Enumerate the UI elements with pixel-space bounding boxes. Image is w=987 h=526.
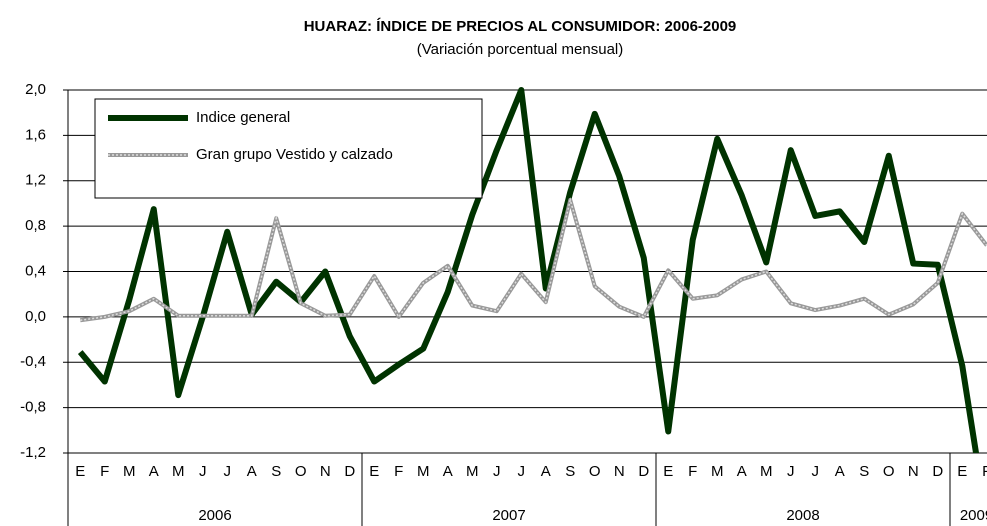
x-tick-label: M xyxy=(417,463,430,480)
x-tick-label: A xyxy=(835,463,845,480)
y-tick-label: -0,8 xyxy=(20,399,46,416)
x-tick-label: E xyxy=(369,463,379,480)
x-tick-label: M xyxy=(760,463,773,480)
x-tick-label: E xyxy=(663,463,673,480)
y-tick-label: -1,2 xyxy=(20,444,46,461)
x-tick-label: E xyxy=(957,463,967,480)
x-tick-label: O xyxy=(883,463,895,480)
x-tick-label: F xyxy=(394,463,403,480)
x-tick-label: A xyxy=(443,463,453,480)
year-label: 2007 xyxy=(492,507,525,524)
x-tick-label: S xyxy=(271,463,281,480)
x-tick-label: A xyxy=(541,463,551,480)
chart-title: HUARAZ: ÍNDICE DE PRECIOS AL CONSUMIDOR:… xyxy=(304,18,737,35)
x-tick-label: N xyxy=(614,463,625,480)
year-label: 2009 xyxy=(960,507,987,524)
x-tick-label: F xyxy=(982,463,987,480)
x-tick-label: N xyxy=(320,463,331,480)
x-tick-label: J xyxy=(787,463,795,480)
legend-label: Indice general xyxy=(196,109,290,126)
y-tick-label: 2,0 xyxy=(25,81,46,98)
series-line-pattern xyxy=(80,197,987,322)
x-tick-label: J xyxy=(812,463,820,480)
x-tick-label: J xyxy=(199,463,207,480)
chart-subtitle: (Variación porcentual mensual) xyxy=(417,41,624,58)
y-tick-label: -0,4 xyxy=(20,353,46,370)
x-tick-label: F xyxy=(688,463,697,480)
legend-label: Gran grupo Vestido y calzado xyxy=(196,146,393,163)
x-tick-label: D xyxy=(638,463,649,480)
x-tick-label: D xyxy=(344,463,355,480)
x-tick-label: M xyxy=(172,463,185,480)
year-label: 2006 xyxy=(198,507,231,524)
y-tick-label: 1,6 xyxy=(25,126,46,143)
x-tick-label: J xyxy=(224,463,232,480)
x-tick-label: J xyxy=(518,463,526,480)
x-tick-label: O xyxy=(589,463,601,480)
series-line xyxy=(77,87,980,453)
year-label: 2008 xyxy=(786,507,819,524)
x-tick-label: M xyxy=(466,463,479,480)
x-tick-label: A xyxy=(247,463,257,480)
y-tick-label: 1,2 xyxy=(25,172,46,189)
x-tick-label: F xyxy=(100,463,109,480)
y-tick-label: 0,8 xyxy=(25,217,46,234)
x-tick-label: O xyxy=(295,463,307,480)
x-tick-label: M xyxy=(711,463,724,480)
x-tick-label: S xyxy=(565,463,575,480)
y-tick-label: 0,0 xyxy=(25,308,46,325)
x-tick-label: A xyxy=(737,463,747,480)
x-tick-label: J xyxy=(493,463,501,480)
x-tick-label: N xyxy=(908,463,919,480)
x-tick-label: A xyxy=(149,463,159,480)
x-tick-label: E xyxy=(75,463,85,480)
x-tick-label: M xyxy=(123,463,136,480)
x-tick-label: S xyxy=(859,463,869,480)
x-tick-label: D xyxy=(932,463,943,480)
y-tick-label: 0,4 xyxy=(25,262,46,279)
